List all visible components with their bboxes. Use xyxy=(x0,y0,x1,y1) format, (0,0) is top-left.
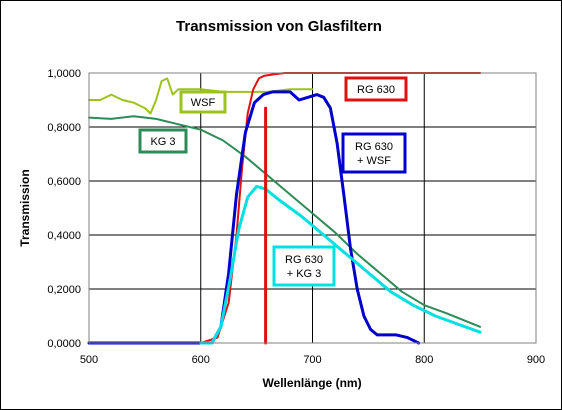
annotation-rg-630-wsf: RG 630 + WSF xyxy=(341,132,407,174)
annotation-box xyxy=(272,245,336,287)
annotation-box xyxy=(344,76,408,102)
annotation-box xyxy=(138,128,188,154)
annotation-box xyxy=(179,90,227,114)
y-tick-label: 0,8000 xyxy=(47,122,81,134)
x-tick-label: 700 xyxy=(303,354,321,366)
annotation-rg-630: RG 630 xyxy=(344,76,408,102)
annotation-label: RG 630 xyxy=(285,254,323,266)
annotation-label: RG 630 xyxy=(357,84,395,96)
series-line-rg-630-wsf xyxy=(87,90,421,345)
y-tick-labels: 0,0000 0,2000 0,4000 0,6000 0,8000 1,0000 xyxy=(47,68,81,350)
x-tick-label: 600 xyxy=(192,354,210,366)
annotation-label: RG 630 xyxy=(355,141,393,153)
annotation-wsf: WSF xyxy=(179,90,227,114)
series-line-kg-3 xyxy=(88,115,482,328)
x-axis-label: Wellenlänge (nm) xyxy=(262,376,361,390)
series-line-wsf xyxy=(88,77,314,115)
y-tick-label: 0,4000 xyxy=(47,230,81,242)
chart-title: Transmission von Glasfiltern xyxy=(176,18,382,35)
annotation-kg-3: KG 3 xyxy=(138,128,188,154)
gridlines xyxy=(89,73,536,343)
y-tick-label: 0,2000 xyxy=(47,284,81,296)
annotation-box xyxy=(341,132,407,174)
annotation-boxes: RG 630 WSF KG 3 RG 630 + WSF RG 630 + KG 3 xyxy=(138,76,408,287)
y-tick-label: 1,0000 xyxy=(47,68,81,80)
x-tick-label: 900 xyxy=(527,354,545,366)
y-tick-label: 0,6000 xyxy=(47,176,81,188)
annotation-label: WSF xyxy=(191,97,216,109)
annotation-label: + WSF xyxy=(357,155,391,167)
x-tick-label: 800 xyxy=(415,354,433,366)
annotation-label: KG 3 xyxy=(150,136,175,148)
x-tick-label: 500 xyxy=(80,354,98,366)
x-tick-labels: 500 600 700 800 900 xyxy=(80,354,545,366)
y-axis-label: Transmission xyxy=(18,169,32,246)
annotation-label: + KG 3 xyxy=(287,268,322,280)
annotation-rg-630-kg-3: RG 630 + KG 3 xyxy=(272,245,336,287)
plot-border xyxy=(88,72,537,344)
y-tick-label: 0,0000 xyxy=(47,338,81,350)
series-line-rg-630-kg-3 xyxy=(199,184,482,345)
